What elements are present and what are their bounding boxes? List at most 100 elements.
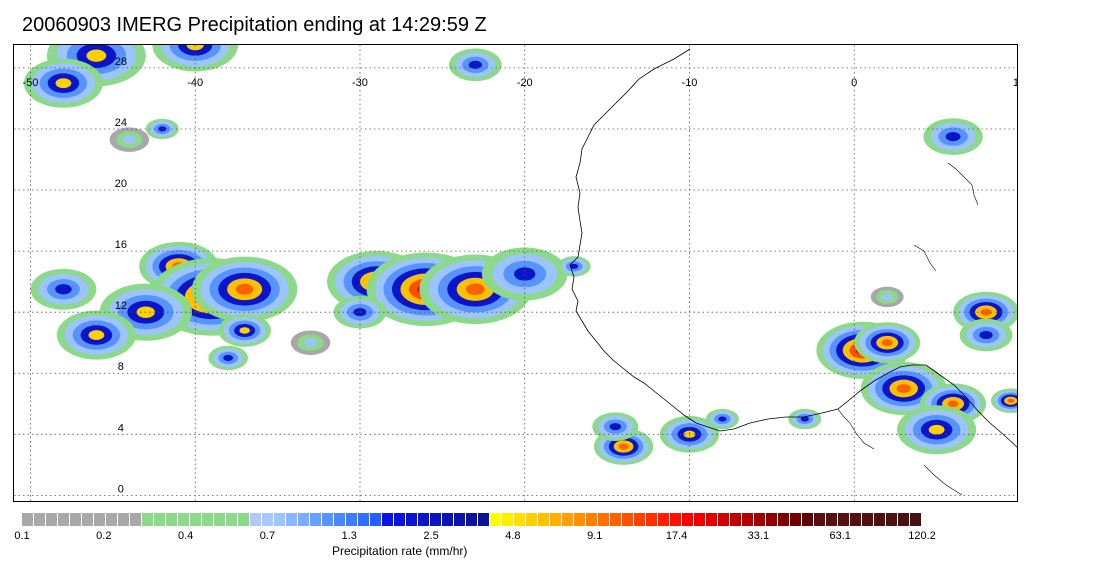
lat-label: 4 <box>118 422 124 434</box>
precip-contour <box>800 416 809 422</box>
colorbar-tick-label: 0.1 <box>14 530 30 542</box>
precip-cell <box>557 256 591 277</box>
precip-contour <box>223 354 234 362</box>
lon-label: -10 <box>682 77 698 89</box>
colorbar-swatch <box>802 513 814 526</box>
colorbar-swatch <box>694 513 706 526</box>
axis-labels: -50 -40 -30 -20 -10 0 10 28 24 20 16 12 8 4 0 <box>23 56 1018 495</box>
precip-cell <box>481 247 568 301</box>
colorbar-swatch <box>826 513 838 526</box>
colorbar-swatch <box>370 513 382 526</box>
colorbar-swatch <box>838 513 850 526</box>
colorbar-tick-label: 0.4 <box>177 530 194 542</box>
colorbar-swatch <box>310 513 322 526</box>
colorbar-tick-label: 17.4 <box>665 530 688 542</box>
lat-label: 12 <box>115 300 127 312</box>
colorbar-swatch <box>34 513 46 526</box>
colorbar-swatch <box>598 513 610 526</box>
colorbar-swatch <box>82 513 94 526</box>
colorbar-swatch <box>586 513 598 526</box>
precip-contour <box>353 308 367 317</box>
precipitation-layer <box>23 45 1017 465</box>
colorbar-swatch <box>94 513 106 526</box>
colorbar-swatch <box>58 513 70 526</box>
colorbar-title: Precipitation rate (mm/hr) <box>332 544 468 558</box>
precip-cell <box>290 330 331 355</box>
precip-cell <box>109 127 150 152</box>
precip-cell <box>56 310 136 360</box>
colorbar-swatch <box>382 513 394 526</box>
coastline-layer <box>569 48 1017 496</box>
lat-label: 16 <box>115 239 127 251</box>
colorbar-swatch <box>442 513 454 526</box>
lat-label: 28 <box>115 56 127 68</box>
colorbar-swatch <box>550 513 562 526</box>
colorbar-tick-label: 2.5 <box>423 530 439 542</box>
precip-contour <box>86 49 107 62</box>
colorbar-swatch <box>526 513 538 526</box>
colorbar-swatch <box>358 513 370 526</box>
colorbar-swatch <box>454 513 466 526</box>
colorbar-swatch <box>106 513 118 526</box>
precip-cell <box>448 48 502 82</box>
colorbar-swatch <box>154 513 166 526</box>
precip-cell <box>218 314 272 347</box>
precip-contour <box>88 330 105 340</box>
precip-cell <box>191 256 298 322</box>
colorbar-swatch <box>70 513 82 526</box>
precip-contour <box>618 443 629 450</box>
colorbar-swatch <box>430 513 442 526</box>
colorbar-swatch <box>814 513 826 526</box>
colorbar-tick-label: 4.8 <box>505 530 521 542</box>
colorbar-swatch <box>178 513 190 526</box>
precip-contour <box>896 384 911 393</box>
colorbar-swatch <box>262 513 274 526</box>
colorbar-swatch <box>778 513 790 526</box>
colorbar-swatch <box>730 513 742 526</box>
lat-label: 24 <box>115 117 127 129</box>
colorbar-tick-label: 33.1 <box>747 530 770 542</box>
colorbar-swatch <box>754 513 766 526</box>
precip-cell <box>592 412 639 441</box>
map-canvas: -50 -40 -30 -20 -10 0 10 28 24 20 16 12 8 4 0 <box>14 45 1018 501</box>
colorbar-tick-label: 63.1 <box>829 530 851 542</box>
precip-cell <box>705 408 739 430</box>
colorbar-swatch <box>334 513 346 526</box>
precip-contour <box>468 60 482 69</box>
colorbar-swatch <box>286 513 298 526</box>
lon-label: 10 <box>1013 77 1018 89</box>
map-title: 20060903 IMERG Precipitation ending at 1… <box>22 14 487 36</box>
precip-cell <box>333 295 387 329</box>
colorbar-swatch <box>850 513 862 526</box>
colorbar-swatch <box>202 513 214 526</box>
colorbar-swatch <box>490 513 502 526</box>
precip-contour <box>303 338 318 347</box>
colorbar-tick-label: 0.2 <box>96 530 112 542</box>
coastline-detail <box>837 162 979 496</box>
colorbar-swatch <box>646 513 658 526</box>
precip-contour <box>514 267 536 281</box>
colorbar-swatch <box>574 513 586 526</box>
precip-cell <box>854 322 921 364</box>
colorbar-swatch <box>406 513 418 526</box>
lon-label: -50 <box>23 77 39 89</box>
precip-contour <box>881 293 893 301</box>
precip-cell <box>870 286 904 308</box>
lon-label: -40 <box>187 77 203 89</box>
colorbar-swatch <box>118 513 130 526</box>
africa-coastline <box>569 48 1017 448</box>
colorbar-swatch <box>346 513 358 526</box>
colorbar-swatch <box>910 513 922 526</box>
colorbar-swatch <box>742 513 754 526</box>
colorbar-swatch <box>238 513 250 526</box>
precip-contour <box>239 327 250 334</box>
precip-cell <box>208 345 248 371</box>
lat-label: 20 <box>115 178 127 190</box>
precip-contour <box>945 132 961 142</box>
precip-cell <box>145 118 179 140</box>
colorbar-swatch <box>166 513 178 526</box>
lat-label: 8 <box>118 361 124 373</box>
colorbar-swatch <box>658 513 670 526</box>
colorbar-tick-label: 0.7 <box>259 530 276 542</box>
precip-contour <box>718 416 727 422</box>
